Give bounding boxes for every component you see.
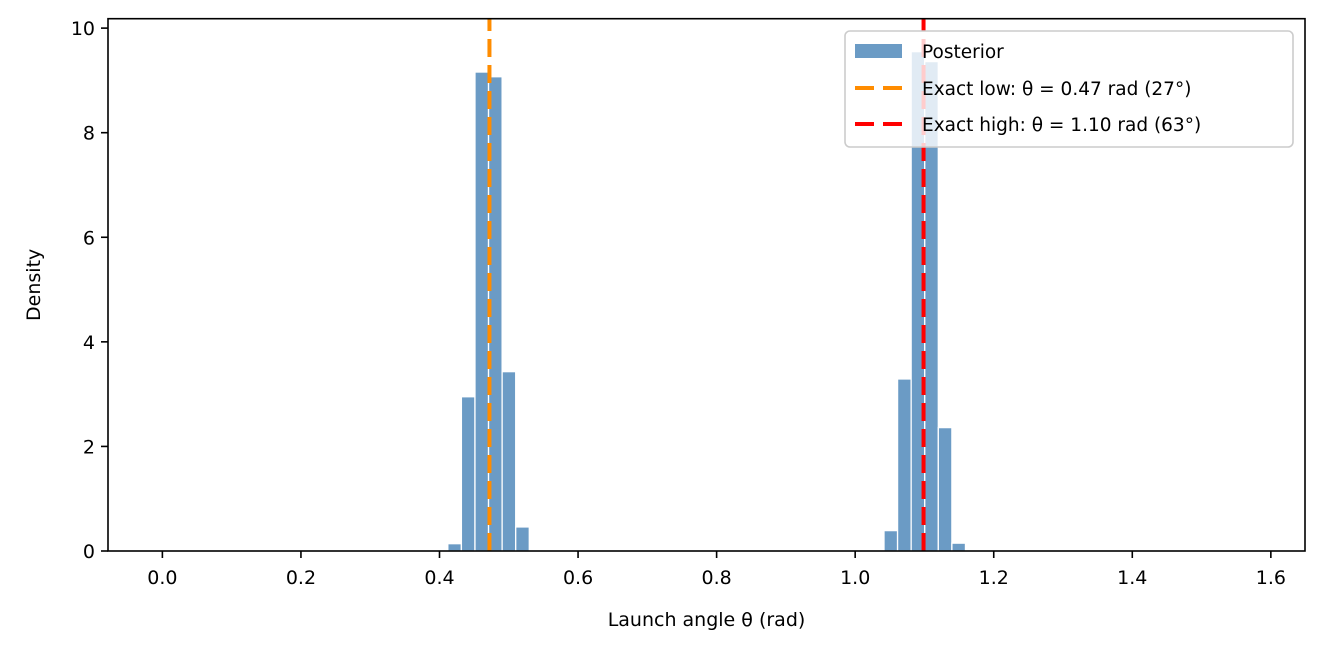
x-tick-label: 1.2 (979, 567, 1009, 589)
y-axis-label: Density (23, 249, 45, 321)
x-tick-label: 0.0 (147, 567, 177, 589)
legend-label-exact-low: Exact low: θ = 0.47 rad (27°) (922, 79, 1191, 100)
y-tick-label: 2 (83, 436, 95, 458)
y-axis-ticks: 0 2 4 6 8 10 (71, 18, 108, 563)
histogram-bar (460, 396, 476, 552)
x-tick-label: 0.4 (424, 567, 454, 589)
x-tick-label: 1.4 (1117, 567, 1147, 589)
y-tick-label: 8 (83, 123, 95, 145)
legend-label-exact-high: Exact high: θ = 1.10 rad (63°) (922, 115, 1201, 136)
x-tick-label: 0.8 (702, 567, 732, 589)
histogram-bar (896, 378, 912, 552)
y-tick-label: 4 (83, 332, 95, 354)
histogram-bar (447, 543, 463, 552)
legend: Posterior Exact low: θ = 0.47 rad (27°) … (844, 30, 1294, 148)
y-tick-label: 6 (83, 227, 95, 249)
y-tick-label: 10 (71, 18, 95, 40)
x-tick-label: 1.0 (840, 567, 870, 589)
legend-box (844, 30, 1294, 148)
x-tick-label: 0.2 (286, 567, 316, 589)
axes-frame (107, 17, 1306, 552)
legend-label-posterior: Posterior (922, 42, 1004, 63)
histogram-bar (474, 71, 490, 552)
x-axis-label: Launch angle θ (rad) (608, 609, 806, 631)
histogram-bar (883, 529, 899, 552)
histogram-bar (937, 426, 953, 552)
x-tick-label: 0.6 (563, 567, 593, 589)
x-tick-label: 1.6 (1256, 567, 1286, 589)
bars-layer (447, 50, 967, 552)
histogram-bar (501, 370, 517, 552)
y-tick-label: 0 (83, 541, 95, 563)
x-axis-ticks: 0.0 0.2 0.4 0.6 0.8 1.0 1.2 1.4 1.6 (147, 551, 1286, 589)
histogram-bar (515, 526, 530, 552)
histogram-bar (951, 542, 967, 552)
legend-posterior-swatch (855, 44, 902, 58)
